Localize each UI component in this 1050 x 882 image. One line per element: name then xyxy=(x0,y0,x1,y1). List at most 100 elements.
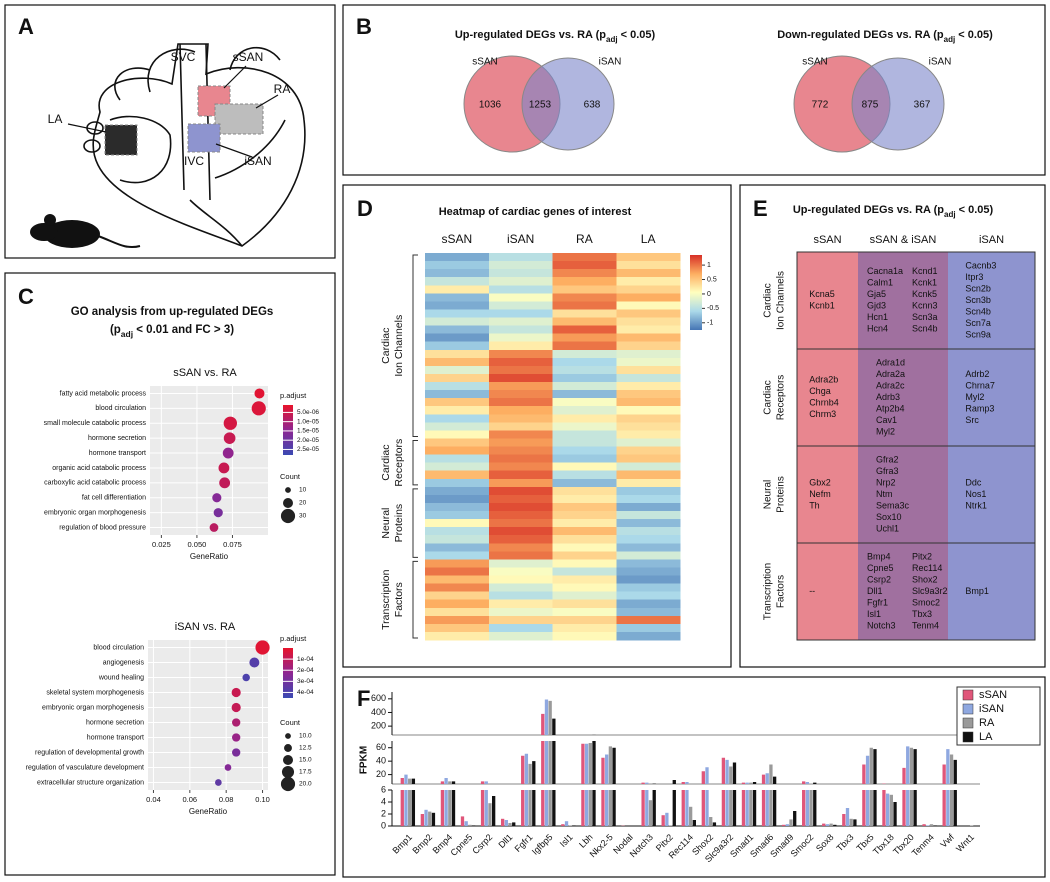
row-label: Cardiac xyxy=(763,380,774,414)
heat-cell xyxy=(552,301,617,310)
bar xyxy=(592,734,596,826)
heat-cell xyxy=(616,591,681,600)
gene-name: Rec114 xyxy=(912,563,942,573)
bar xyxy=(488,803,492,826)
heat-cell xyxy=(488,317,553,326)
heat-cell xyxy=(425,309,490,318)
bar xyxy=(552,718,556,826)
category-label: fat cell differentiation xyxy=(82,495,146,502)
heat-cell xyxy=(616,349,681,359)
bar xyxy=(729,766,733,826)
heat-cell xyxy=(616,519,681,528)
heat-cell xyxy=(488,478,553,488)
bar xyxy=(853,819,857,826)
heat-cell xyxy=(552,543,617,552)
dot xyxy=(255,640,270,655)
bar xyxy=(524,753,529,826)
row-label: Transcription xyxy=(763,563,774,620)
gene-name: Scn4b xyxy=(965,306,991,316)
size-label: 10.0 xyxy=(299,733,312,740)
bar xyxy=(873,749,877,826)
heat-cell xyxy=(616,285,681,294)
gene-name: Calm1 xyxy=(867,278,893,288)
dot xyxy=(249,657,260,668)
heat-cell xyxy=(425,325,490,334)
bar xyxy=(829,823,833,826)
heat-cell xyxy=(425,341,490,351)
gene-name: Cav1 xyxy=(876,415,897,425)
heat-cell xyxy=(552,269,617,278)
heat-cell xyxy=(616,551,681,560)
heat-cell xyxy=(552,462,617,471)
heat-cell xyxy=(425,535,490,544)
heat-cell xyxy=(488,462,553,471)
heat-cell xyxy=(488,365,553,375)
legend-swatch xyxy=(962,731,974,743)
heat-cell xyxy=(552,470,617,480)
bar xyxy=(431,812,436,826)
heat-cell xyxy=(616,575,681,584)
gene-name: Nefm xyxy=(809,489,831,499)
x-tick-label: 0.10 xyxy=(255,795,270,804)
heat-cell xyxy=(552,454,617,463)
gene-name: Adra2b xyxy=(809,375,838,385)
heat-cell xyxy=(425,591,490,600)
heat-cell xyxy=(616,430,681,439)
venn-set-label: sSAN xyxy=(802,57,828,68)
heat-cell xyxy=(552,382,617,391)
heat-cell xyxy=(616,309,681,318)
category-label: wound healing xyxy=(98,674,144,681)
heat-cell xyxy=(488,357,553,367)
column-label: iSAN xyxy=(507,232,534,246)
bar xyxy=(845,808,850,826)
colorbar-label: 0.5 xyxy=(707,276,717,283)
gene-name: Scn9a xyxy=(965,329,991,339)
group-bracket xyxy=(412,488,418,558)
heat-cell xyxy=(488,559,553,568)
bar xyxy=(785,824,789,826)
heat-cell xyxy=(425,438,490,447)
bar xyxy=(789,819,793,826)
title-part: Up-regulated DEGs vs. RA (p xyxy=(793,204,944,216)
size-key xyxy=(285,487,291,493)
gene-name: Chga xyxy=(809,386,831,396)
heat-cell xyxy=(552,309,617,318)
subscript: adj xyxy=(606,35,618,44)
category-label: regulation of vasculature development xyxy=(26,764,144,771)
panel-a-frame xyxy=(4,4,336,259)
gene-name: Smoc2 xyxy=(912,597,940,607)
gene-name: Scn4b xyxy=(912,324,938,334)
size-key xyxy=(285,733,291,739)
heat-cell xyxy=(616,502,681,512)
heat-cell xyxy=(425,414,490,423)
gene-name: Uchl1 xyxy=(876,523,899,533)
heat-cell xyxy=(552,494,617,504)
bar xyxy=(889,794,893,826)
category-label: regulation of blood pressure xyxy=(59,524,146,531)
row-label: Neural xyxy=(763,480,774,509)
heat-cell xyxy=(616,373,681,383)
column-label: RA xyxy=(576,232,593,246)
dot xyxy=(219,477,231,489)
heat-cell xyxy=(488,398,553,407)
bar xyxy=(581,743,585,826)
heat-cell xyxy=(552,591,617,600)
gene-name: Notch3 xyxy=(867,620,896,630)
bar xyxy=(701,771,705,826)
size-key xyxy=(280,776,296,792)
gene-name: Kcna5 xyxy=(809,289,835,299)
heat-cell xyxy=(616,406,681,415)
gene-name: Adra2a xyxy=(876,369,905,379)
bar xyxy=(521,755,525,826)
category-label: organic acid catabolic process xyxy=(52,465,146,472)
bar xyxy=(732,762,737,826)
bar xyxy=(893,802,897,826)
bar xyxy=(601,757,605,826)
heat-cell xyxy=(488,261,553,270)
y-tick-label: 4 xyxy=(381,796,386,806)
heat-cell xyxy=(616,357,681,367)
bar xyxy=(444,777,448,826)
legend-swatch xyxy=(962,703,974,715)
dot xyxy=(254,388,265,399)
anatomy-label: LA xyxy=(48,112,63,126)
